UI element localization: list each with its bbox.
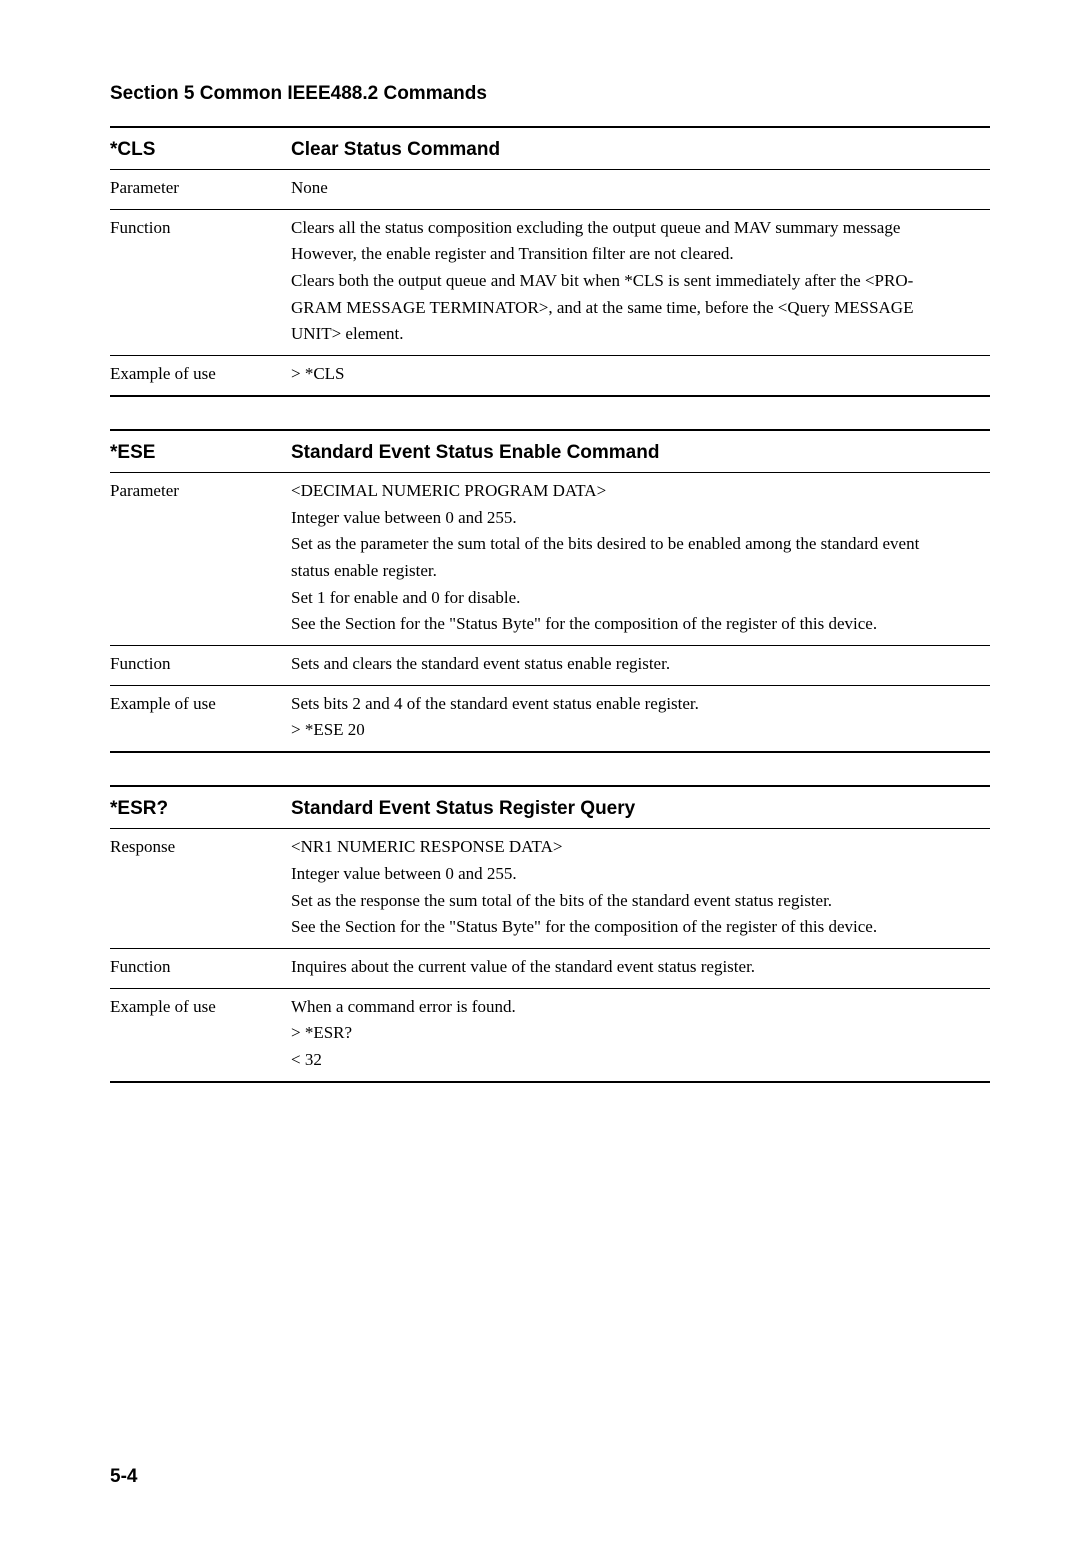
row-desc: Sets and clears the standard event statu… (291, 645, 990, 685)
row-label: Example of use (110, 355, 291, 395)
cmd-title: Standard Event Status Register Query (291, 786, 990, 829)
row-desc: When a command error is found. > *ESR? <… (291, 988, 990, 1081)
row-label: Function (110, 949, 291, 989)
command-table-ese: *ESE Standard Event Status Enable Comman… (110, 429, 990, 753)
row-desc: None (291, 170, 990, 210)
command-table-esr: *ESR? Standard Event Status Register Que… (110, 785, 990, 1083)
row-desc: Inquires about the current value of the … (291, 949, 990, 989)
row-label: Parameter (110, 170, 291, 210)
cmd-title: Standard Event Status Enable Command (291, 430, 990, 473)
row-label: Example of use (110, 685, 291, 752)
cmd-name: *CLS (110, 127, 291, 170)
row-desc: <DECIMAL NUMERIC PROGRAM DATA> Integer v… (291, 473, 990, 646)
row-desc: <NR1 NUMERIC RESPONSE DATA> Integer valu… (291, 829, 990, 949)
cmd-name: *ESE (110, 430, 291, 473)
row-label: Function (110, 645, 291, 685)
cmd-name: *ESR? (110, 786, 291, 829)
cmd-title: Clear Status Command (291, 127, 990, 170)
section-title: Section 5 Common IEEE488.2 Commands (110, 80, 990, 108)
command-table-cls: *CLS Clear Status Command Parameter None… (110, 126, 990, 397)
row-label: Parameter (110, 473, 291, 646)
row-desc: > *CLS (291, 355, 990, 395)
row-desc: Clears all the status composition exclud… (291, 209, 990, 355)
row-label: Example of use (110, 988, 291, 1081)
row-label: Response (110, 829, 291, 949)
page-number: 5-4 (110, 1463, 990, 1491)
row-label: Function (110, 209, 291, 355)
row-desc: Sets bits 2 and 4 of the standard event … (291, 685, 990, 752)
